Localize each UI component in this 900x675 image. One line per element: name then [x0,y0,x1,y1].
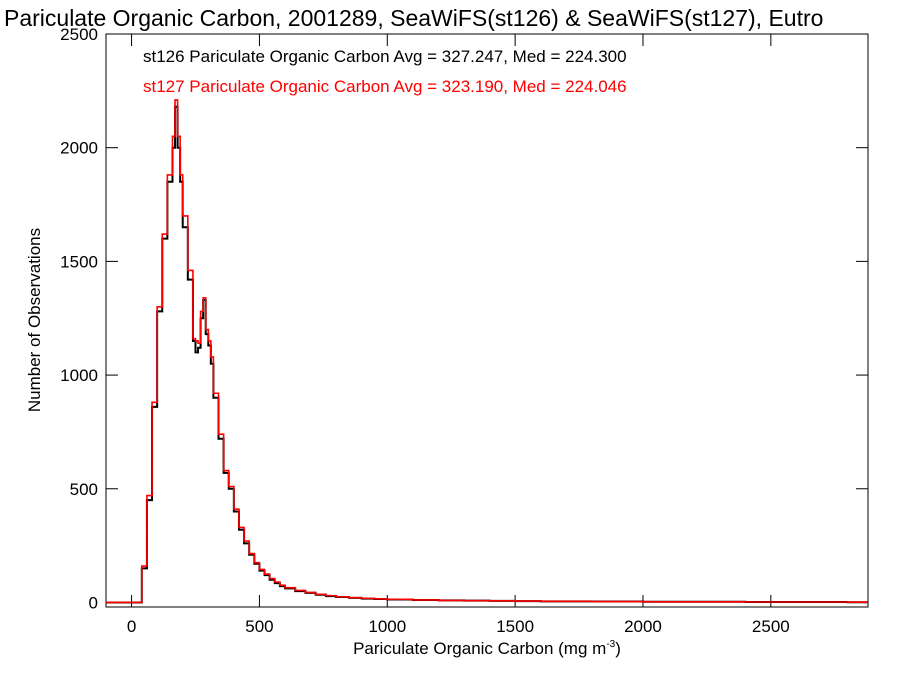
x-axis-ticks: 0 500 1000 1500 2000 2500 [127,34,790,636]
histogram-series [106,99,868,604]
y-axis-label: Number of Observations [25,228,44,412]
y-tick-label: 1000 [60,366,98,385]
x-axis-label-main: Pariculate Organic Carbon (mg m [353,639,606,658]
chart-title: Pariculate Organic Carbon, 2001289, SeaW… [4,5,823,31]
plot-frame [105,33,869,608]
x-tick-label: 1500 [496,617,534,636]
y-tick-label: 1500 [60,252,98,271]
x-tick-label: 500 [245,617,273,636]
x-axis-label-superscript: -3 [606,639,615,650]
y-tick-label: 0 [89,593,98,612]
series-line-st127 [106,99,868,604]
legend-entry-st127: st127 Pariculate Organic Carbon Avg = 32… [143,77,627,96]
legend-entry-st126: st126 Pariculate Organic Carbon Avg = 32… [143,47,627,66]
y-tick-label: 500 [70,480,98,499]
x-tick-label: 1000 [368,617,406,636]
series-line-st126 [106,105,868,604]
x-axis-label-end: ) [615,639,621,658]
y-tick-label: 2000 [60,139,98,158]
y-tick-label: 2500 [60,25,98,44]
x-tick-label: 2000 [624,617,662,636]
x-tick-label: 2500 [752,617,790,636]
x-tick-label: 0 [127,617,136,636]
x-axis-label: Pariculate Organic Carbon (mg m-3) [353,639,621,658]
y-axis-ticks: 0 500 1000 1500 2000 2500 [60,25,868,612]
